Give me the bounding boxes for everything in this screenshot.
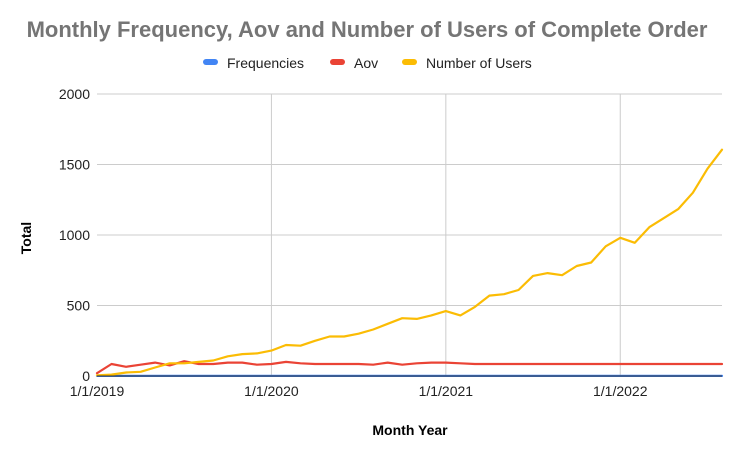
x-tick-label: 1/1/2022 [593,383,648,399]
series-line-number-of-users [95,148,724,377]
legend-label: Frequencies [227,55,304,71]
x-tick-label: 1/1/2019 [70,383,125,399]
legend-swatch [330,59,345,65]
legend-label: Aov [354,55,378,71]
gridlines [97,93,722,376]
x-axis-title: Month Year [372,422,448,438]
y-tick-label: 0 [82,368,90,384]
y-tick-label: 1000 [59,227,90,243]
legend: Frequencies Aov Number of Users [203,55,532,71]
chart-title: Monthly Frequency, Aov and Number of Use… [27,17,708,42]
y-tick-label: 1500 [59,157,90,173]
legend-label: Number of Users [426,55,532,71]
y-axis-title: Total [18,222,34,254]
y-tick-label: 2000 [59,86,90,102]
legend-swatch [402,59,417,65]
x-tick-label: 1/1/2021 [419,383,474,399]
legend-swatch [203,59,218,65]
y-tick-label: 500 [67,298,91,314]
y-axis-ticks: 0 500 1000 1500 2000 [59,86,90,384]
x-axis-ticks: 1/1/2019 1/1/2020 1/1/2021 1/1/2022 [70,383,648,399]
x-tick-label: 1/1/2020 [244,383,299,399]
series-lines [95,148,724,377]
series-line-aov [95,360,724,375]
